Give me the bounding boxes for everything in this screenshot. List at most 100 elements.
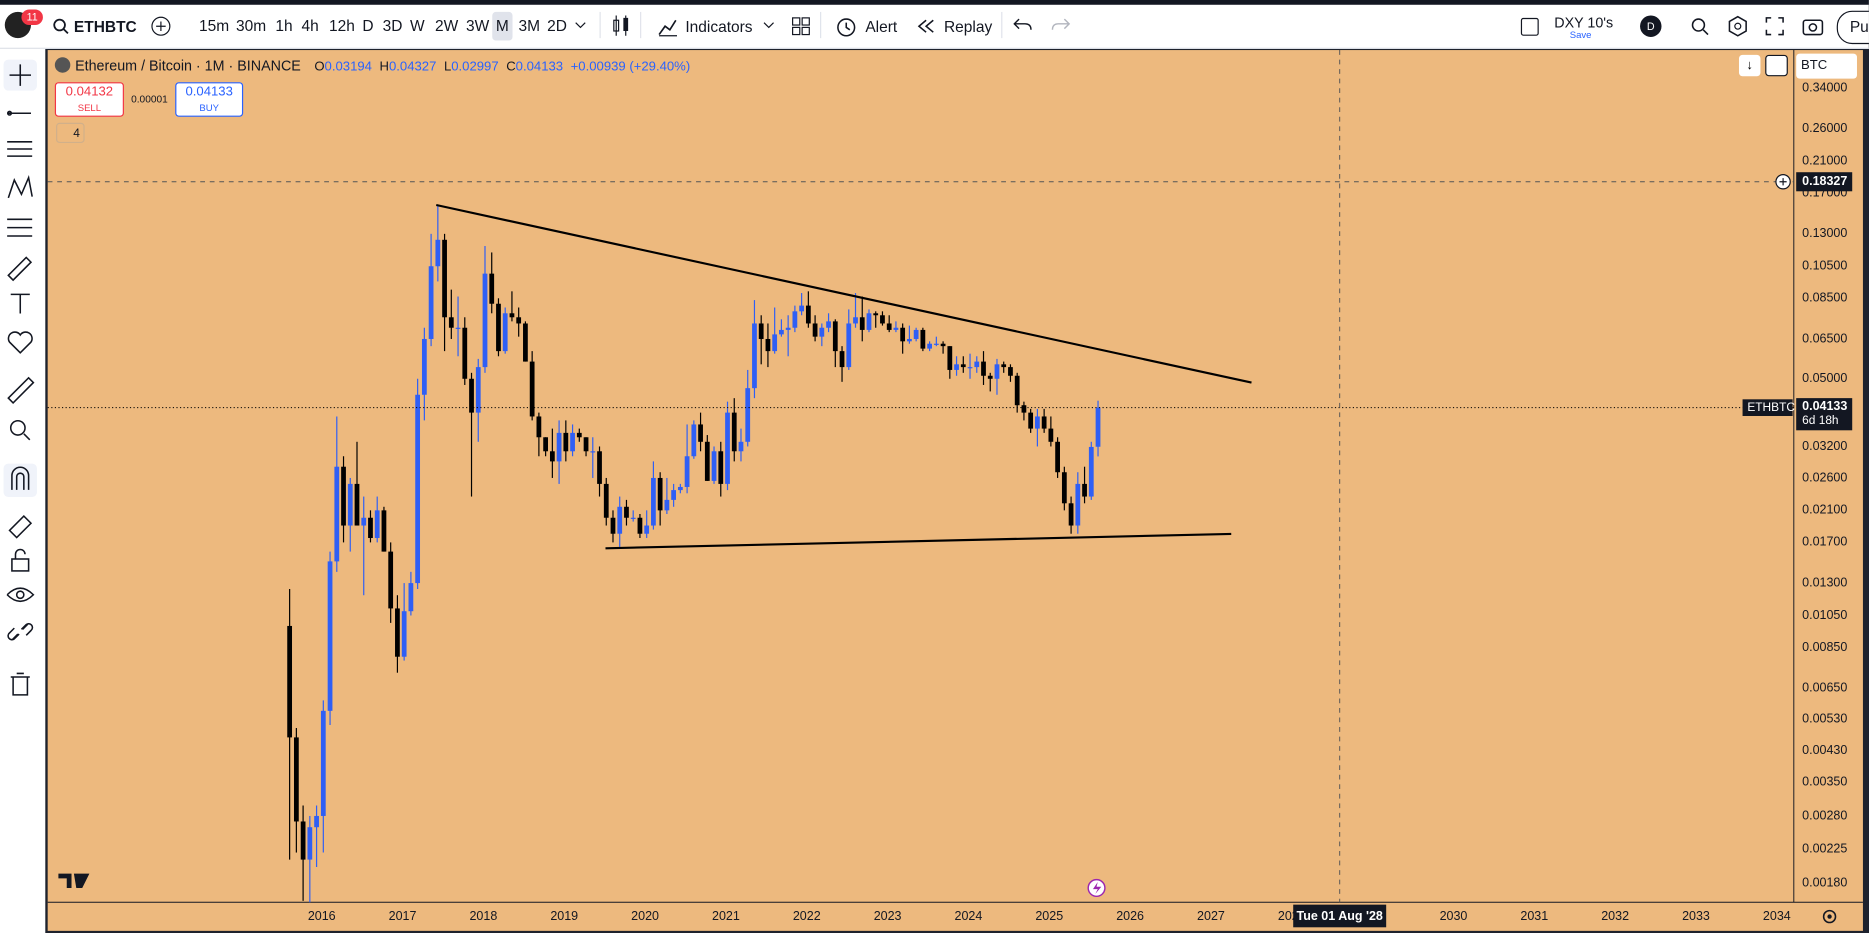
candle-body [994,364,1000,379]
alert-icon[interactable] [836,15,857,37]
candle-body [691,424,697,457]
interval-button[interactable]: M [492,11,513,41]
interval-button[interactable]: 2D [547,16,567,35]
candle-body [502,313,508,352]
candle-body [1014,375,1020,406]
replay-icon[interactable] [917,19,936,33]
y-tick-label: 0.00850 [1802,640,1847,654]
currency-select[interactable]: BTC [1796,53,1857,79]
interval-button[interactable]: 3D [382,16,403,35]
measure-tool[interactable] [7,376,35,404]
pattern-tool[interactable] [7,174,33,199]
undo-icon[interactable] [1013,18,1032,32]
brush-tool[interactable] [7,256,33,282]
interval-button[interactable]: W [410,16,425,35]
overlay: 0.340000.260000.210000.170000.130000.105… [47,80,1853,928]
candle-body [563,432,569,452]
buy-button[interactable]: 0.04133 BUY [175,82,244,117]
tradingview-logo [58,873,90,888]
chevron[interactable] [763,20,775,30]
interval-button[interactable]: 15m [199,16,230,35]
candle-body [765,338,771,352]
candle-body [307,827,313,860]
interval-button[interactable]: 12h [328,16,355,35]
indicator-toggle[interactable]: 4 [56,122,85,144]
candle-body [543,437,549,452]
candle-body [1055,441,1060,473]
candle-body [785,327,791,330]
layout-name[interactable]: DXY 10's [1554,14,1614,31]
scroll-down-button[interactable]: ↓ [1738,54,1761,77]
candle-body [435,239,441,267]
last-price-label: 0.04133 [1802,399,1847,413]
layout-icon[interactable] [1520,17,1539,36]
candle-body [745,388,751,442]
chevron[interactable] [574,20,586,30]
quick-search-icon[interactable] [1689,15,1710,36]
indicators-icon[interactable] [657,15,678,37]
settings-icon[interactable] [1727,15,1748,37]
auto-scale-button[interactable] [1765,54,1788,77]
trend-line[interactable] [436,203,1252,384]
interval-button[interactable]: 3M [518,16,541,35]
visibility-tool[interactable] [6,587,35,603]
screenshot-icon[interactable] [1802,17,1824,36]
link-tool[interactable] [7,622,34,641]
interval-button[interactable]: 3W [466,16,490,35]
x-tick-label: 2024 [955,909,983,923]
alert-button[interactable]: Alert [865,17,898,36]
save-label[interactable]: Save [1569,29,1592,41]
y-tick-label: 0.34000 [1802,80,1847,94]
compare-icon[interactable] [150,15,171,36]
layouts-icon[interactable] [791,17,810,36]
legend-l: L [443,59,452,74]
search-icon[interactable] [52,18,69,35]
candle-body [772,334,778,352]
interval-button[interactable]: 30m [235,16,267,35]
lock-tool[interactable] [11,548,30,572]
replay-button[interactable]: Replay [943,17,993,36]
magnet-tool[interactable] [3,463,37,498]
publish-button[interactable]: Pub [1836,10,1869,45]
delete-tool[interactable] [10,672,30,696]
candle-body [1048,428,1054,442]
candle-body [671,490,677,500]
fullscreen-icon[interactable] [1765,17,1784,36]
candle-body [610,517,616,534]
trend-line-tool[interactable] [6,110,31,116]
interval-button[interactable]: 4h [301,16,319,35]
fib-tool[interactable] [7,141,33,157]
text-tool[interactable] [10,293,30,314]
candle-type-icon[interactable] [611,14,630,38]
notification-badge[interactable]: 11 [21,9,43,26]
indicators-button[interactable]: Indicators [685,17,753,36]
symbol-label: ETHBTC [1747,400,1795,414]
trend-line[interactable] [605,532,1232,550]
candle-body [900,327,906,342]
axis-settings-icon[interactable] [1822,909,1837,924]
projection-tool[interactable] [7,218,33,237]
crosshair-tool[interactable] [3,59,37,91]
separator [1001,11,1003,39]
candle-body [657,477,663,511]
candle-body [334,466,340,562]
interval-button[interactable]: D [362,16,374,35]
candle-body [509,313,515,318]
candle-body [475,367,481,413]
symbol[interactable]: ETHBTC [73,17,137,36]
y-tick-label: 0.26000 [1802,121,1847,135]
icon-tool[interactable] [7,331,33,354]
user-avatar[interactable]: D [1640,15,1662,37]
candle-body [320,710,326,816]
sell-label: SELL [77,102,102,114]
zoom-tool[interactable] [9,419,31,441]
candle-body [1095,407,1101,447]
y-tick-label: 0.02600 [1802,470,1847,484]
redo-icon[interactable] [1051,18,1071,32]
candle-body [428,266,434,339]
sell-button[interactable]: 0.04132 SELL [54,82,124,117]
interval-button[interactable]: 1h [275,16,293,35]
spark-icon[interactable] [1087,878,1106,898]
lock-drawing-tool[interactable] [8,514,33,539]
interval-button[interactable]: 2W [435,16,459,35]
